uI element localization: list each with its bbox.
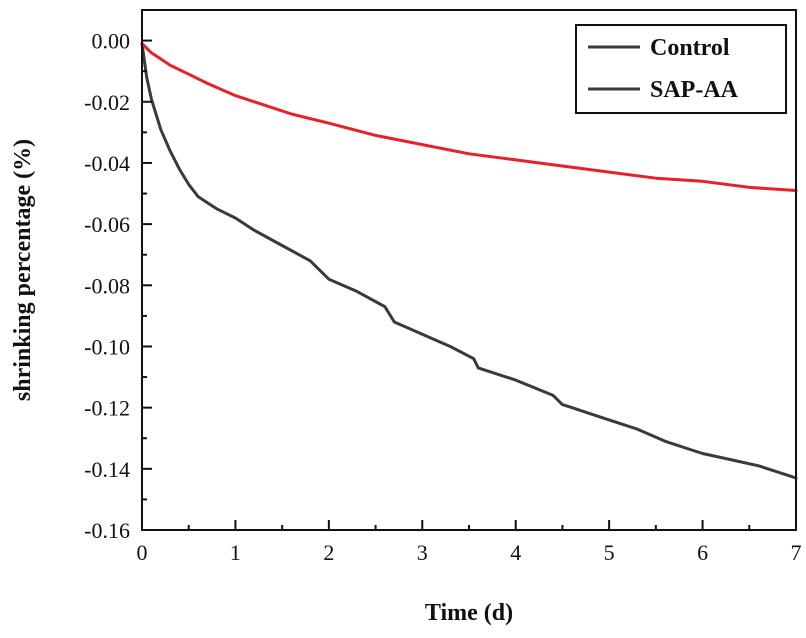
y-tick-label: -0.14 (84, 457, 130, 482)
x-tick-label: 7 (791, 540, 802, 565)
x-tick-label: 5 (604, 540, 615, 565)
x-axis-title: Time (d) (425, 600, 513, 626)
legend: Control SAP-AA (575, 24, 787, 114)
x-axis: 0 1 2 3 4 5 6 7 (137, 520, 802, 565)
x-tick-label: 4 (510, 540, 521, 565)
y-tick-label: -0.02 (84, 90, 130, 115)
x-tick-label: 1 (230, 540, 241, 565)
x-tick-label: 6 (697, 540, 708, 565)
y-tick-label: -0.12 (84, 396, 130, 421)
legend-label-control: Control (650, 35, 730, 61)
y-tick-label: 0.00 (92, 29, 131, 54)
series-line-sap-aa (140, 42, 798, 192)
y-tick-label: -0.10 (84, 334, 130, 359)
y-tick-label: -0.16 (84, 518, 130, 543)
legend-box (575, 24, 787, 114)
y-axis: 0.00 -0.02 -0.04 -0.06 -0.08 -0.10 -0.12 -0.14 -… (84, 29, 152, 543)
y-tick-label: -0.08 (84, 273, 130, 298)
series-line-control (140, 42, 798, 480)
series-layer (140, 42, 798, 480)
y-tick-label: -0.06 (84, 212, 130, 237)
y-tick-label: -0.04 (84, 151, 130, 176)
x-tick-label: 3 (417, 540, 428, 565)
x-tick-label: 0 (137, 540, 148, 565)
x-tick-label: 2 (323, 540, 334, 565)
legend-label-sap-aa: SAP-AA (650, 77, 739, 103)
y-axis-title: shrinking percentage (%) (10, 139, 36, 401)
